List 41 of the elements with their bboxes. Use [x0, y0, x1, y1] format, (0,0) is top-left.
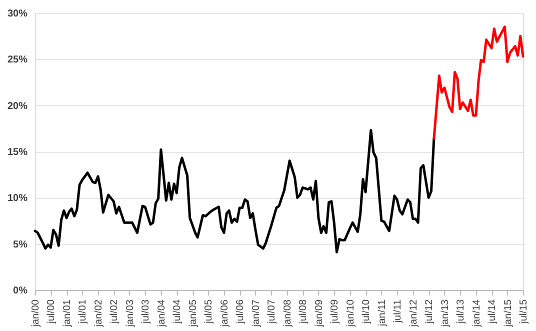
x-tick-label: jan/02: [94, 299, 105, 328]
y-tick-label: 30%: [7, 8, 28, 20]
x-tick-label: jan/09: [314, 299, 325, 328]
x-tick-label: jan/15: [502, 299, 514, 328]
x-tick-label: jul/00: [46, 299, 58, 324]
x-tick-label: jul/04: [172, 299, 184, 324]
x-tick-label: jul/13: [456, 299, 467, 324]
x-tick-label: jan/14: [471, 299, 482, 328]
y-tick-label: 15%: [7, 147, 28, 158]
x-tick-label: jul/12: [424, 299, 436, 324]
x-tick-label: jan/11: [376, 299, 388, 328]
y-tick-label: 0%: [13, 286, 28, 296]
x-tick-label: jul/10: [361, 299, 372, 324]
x-tick-label: jan/01: [62, 299, 74, 328]
x-tick-label: jul/07: [266, 299, 278, 324]
x-tick-label: jul/14: [487, 299, 498, 324]
x-tick-label: jul/11: [392, 299, 404, 324]
x-tick-label: jan/03: [124, 299, 136, 328]
x-tick-label: jul/05: [204, 299, 215, 324]
x-tick-label: jan/08: [282, 299, 294, 328]
x-tick-label: jan/00: [30, 299, 42, 328]
x-tick-label: jul/01: [78, 299, 89, 324]
line-series: [34, 129, 436, 254]
line-series: [432, 26, 524, 140]
x-tick-label: jul/03: [140, 299, 152, 324]
x-tick-label: jan/07: [250, 299, 262, 328]
x-tick-label: jan/12: [408, 299, 420, 328]
x-tick-label: jul/06: [235, 299, 246, 324]
x-tick-label: jan/10: [345, 299, 356, 328]
y-tick-label: 20%: [7, 100, 28, 112]
x-tick-label: jan/04: [156, 299, 168, 328]
y-tick-label: 10%: [7, 193, 28, 204]
x-tick-label: jul/15: [518, 299, 530, 324]
x-tick-label: jan/05: [188, 299, 200, 328]
y-tick-label: 25%: [7, 54, 28, 66]
y-tick-label: 5%: [13, 239, 28, 250]
x-tick-label: jul/09: [330, 299, 341, 324]
x-tick-label: jul/02: [109, 299, 120, 324]
x-tick-label: jul/08: [298, 299, 310, 324]
x-tick-label: jan/13: [440, 299, 451, 328]
x-tick-label: jan/06: [219, 299, 230, 328]
